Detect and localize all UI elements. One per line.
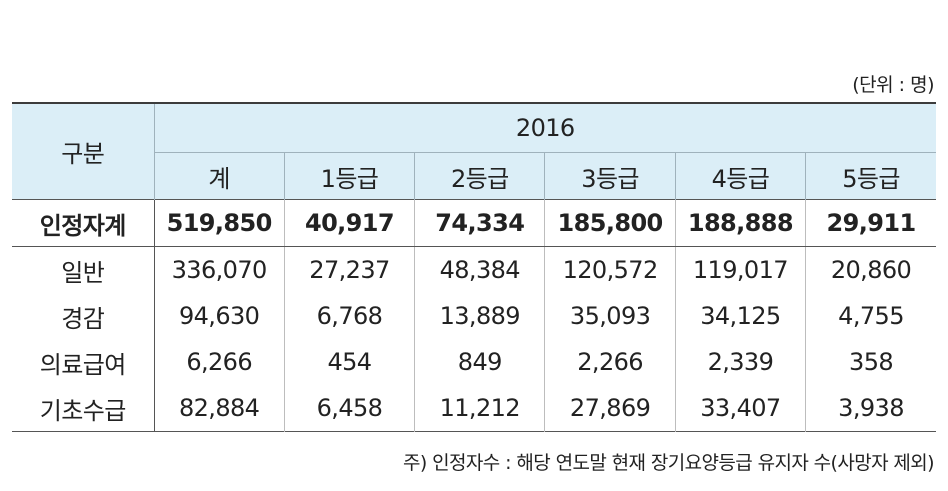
column-header-total: 계	[154, 152, 285, 200]
table-cell: 6,266	[154, 339, 285, 385]
table-cell: 40,917	[284, 199, 416, 247]
table-cell: 27,237	[284, 246, 416, 293]
table-cell: 336,070	[154, 246, 285, 293]
table-cell: 20,860	[830, 256, 912, 284]
row-label: 경감	[12, 293, 155, 339]
table-row: 의료급여 6,266 454 849 2,266 2,339 358	[12, 339, 936, 385]
table-cell: 4,755	[838, 302, 904, 330]
table-cell: 33,407	[675, 385, 807, 432]
table-row: 기초수급 82,884 6,458 11,212 27,869 33,407 3…	[12, 385, 936, 432]
column-header-grade1: 1등급	[284, 152, 416, 200]
table-cell: 2,339	[675, 339, 807, 385]
table-cell: 120,572	[544, 246, 676, 293]
table-cell: 519,850	[154, 199, 285, 247]
row-label: 기초수급	[12, 385, 155, 432]
column-header-grade2: 2등급	[414, 152, 546, 200]
column-header-grade4: 4등급	[675, 152, 807, 200]
table-cell: 82,884	[154, 385, 285, 432]
column-header-grade5: 5등급	[805, 152, 936, 200]
table-cell: 3,938	[838, 394, 904, 422]
table-cell: 74,334	[414, 199, 546, 247]
table-cell: 48,384	[414, 246, 546, 293]
column-header-grade3: 3등급	[544, 152, 676, 200]
table-cell: 849	[414, 339, 546, 385]
category-header: 구분	[12, 103, 155, 200]
footnote: 주) 인정자수 : 해당 연도말 현재 장기요양등급 유지자 수(사망자 제외)	[403, 452, 935, 474]
table-cell: 35,093	[544, 293, 676, 339]
table-cell: 6,458	[284, 385, 416, 432]
table-cell: 11,212	[414, 385, 546, 432]
certified-persons-table: 구분 2016 계 1등급 2등급 3등급 4등급 5등급 인정자계 519,8…	[12, 102, 936, 432]
table-cell: 358	[849, 348, 894, 376]
table-cell: 29,911	[805, 199, 936, 247]
unit-label: (단위 : 명)	[852, 74, 934, 96]
table-cell: 188,888	[675, 199, 807, 247]
row-label: 의료급여	[12, 339, 155, 385]
table-cell: 27,869	[544, 385, 676, 432]
table-row: 일반 336,070 27,237 48,384 120,572 119,017…	[12, 246, 936, 293]
table-cell: 119,017	[675, 246, 807, 293]
table-cell: 454	[284, 339, 416, 385]
table-cell: 34,125	[675, 293, 807, 339]
year-header: 2016	[154, 103, 936, 153]
table-cell: 185,800	[544, 199, 676, 247]
table-header: 구분 2016 계 1등급 2등급 3등급 4등급 5등급	[12, 103, 936, 200]
table-cell: 13,889	[414, 293, 546, 339]
row-label: 일반	[12, 246, 155, 293]
table-cell: 94,630	[154, 293, 285, 339]
row-label: 인정자계	[12, 199, 155, 247]
table-row: 경감 94,630 6,768 13,889 35,093 34,125 4,7…	[12, 293, 936, 339]
table-cell: 2,266	[544, 339, 676, 385]
table-row-total: 인정자계 519,850 40,917 74,334 185,800 188,8…	[12, 199, 936, 247]
table-cell: 6,768	[284, 293, 416, 339]
